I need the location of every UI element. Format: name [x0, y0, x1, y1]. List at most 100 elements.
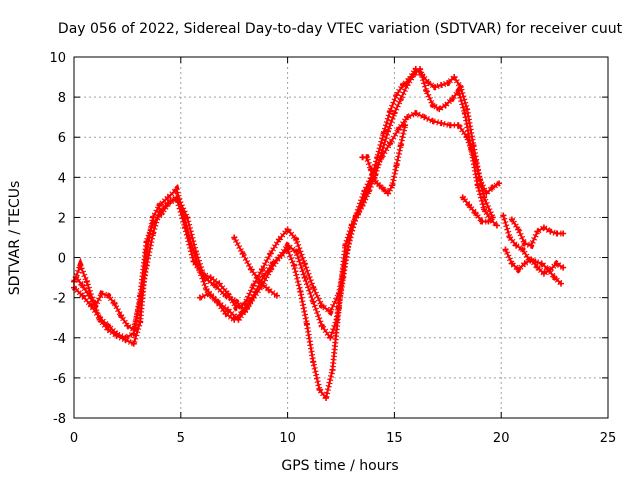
chart-title: Day 056 of 2022, Sidereal Day-to-day VTE… [58, 21, 623, 37]
data-point [464, 134, 471, 141]
data-point [327, 334, 334, 341]
data-point [404, 82, 411, 89]
data-point [464, 106, 471, 113]
series-trace-7 [459, 194, 492, 225]
data-point [297, 288, 304, 295]
data-point [461, 110, 468, 117]
data-point [85, 292, 92, 299]
data-point [248, 296, 255, 303]
data-point [387, 140, 394, 147]
data-point [111, 300, 118, 307]
data-point [384, 190, 391, 197]
data-point [551, 274, 558, 281]
data-point [547, 266, 554, 273]
data-point [560, 230, 567, 237]
y-tick-label: -8 [53, 412, 66, 427]
x-tick-label: 15 [386, 431, 403, 446]
data-point [451, 74, 458, 81]
data-point [137, 298, 144, 305]
data-point [122, 334, 129, 341]
data-point [410, 72, 417, 79]
data-point [425, 80, 432, 87]
data-point [395, 126, 402, 133]
series-trace-6 [359, 122, 409, 199]
data-point [222, 310, 229, 317]
data-point [258, 266, 265, 273]
data-point [239, 308, 246, 315]
x-axis-label: GPS time / hours [281, 458, 398, 474]
data-point [429, 118, 436, 125]
data-point [173, 186, 180, 193]
data-point [528, 242, 535, 249]
data-point [323, 394, 330, 401]
y-tick-label: -6 [53, 372, 66, 387]
data-point [384, 128, 391, 135]
data-point [521, 260, 528, 267]
data-point [250, 282, 257, 289]
series-trace-4 [197, 290, 255, 324]
data-point [438, 120, 445, 127]
data-point [436, 106, 443, 113]
data-point [105, 292, 112, 299]
y-tick-label: 0 [58, 252, 66, 267]
data-point [301, 274, 308, 281]
data-point [344, 246, 351, 253]
x-tick-label: 25 [600, 431, 617, 446]
data-point [239, 250, 246, 257]
data-point [402, 122, 409, 129]
data-point [214, 298, 221, 305]
data-point [393, 162, 400, 169]
data-point [513, 242, 520, 249]
data-point [372, 178, 379, 185]
data-point [558, 280, 565, 287]
data-point [173, 194, 180, 201]
data-point [553, 230, 560, 237]
data-point [335, 290, 342, 297]
data-point [363, 154, 370, 161]
series-trace-5 [231, 234, 280, 299]
data-point [472, 210, 479, 217]
data-point [83, 278, 90, 285]
data-point [224, 306, 231, 313]
data-point [164, 200, 171, 207]
data-point [267, 250, 274, 257]
data-point [293, 248, 300, 255]
y-tick-label: 4 [58, 171, 66, 186]
data-point [98, 290, 105, 297]
data-point [318, 322, 325, 329]
data-point [248, 266, 255, 273]
data-point [485, 218, 492, 225]
series-line [233, 236, 278, 297]
data-point [481, 206, 488, 213]
data-point [310, 358, 317, 365]
data-point [310, 284, 317, 291]
data-point [224, 290, 231, 297]
y-tick-label: 2 [58, 211, 66, 226]
data-point [553, 260, 560, 267]
data-point [515, 226, 522, 233]
data-point [96, 314, 103, 321]
series-trace-10 [508, 216, 567, 250]
y-tick-label: 8 [58, 91, 66, 106]
data-point [293, 236, 300, 243]
tick-labels: -8 -6 -4 -2 0 2 4 6 8 10 0 5 10 15 20 25 [49, 51, 616, 446]
data-point [404, 114, 411, 121]
data-point [318, 302, 325, 309]
series-markers [500, 214, 564, 286]
data-point [199, 270, 206, 277]
y-tick-label: 10 [49, 51, 66, 66]
data-point [310, 298, 317, 305]
data-point [521, 240, 528, 247]
data-point [431, 84, 438, 91]
data-point [547, 228, 554, 235]
data-point [256, 278, 263, 285]
data-point [438, 82, 445, 89]
data-point [352, 212, 359, 219]
data-point [301, 260, 308, 267]
data-point [449, 96, 456, 103]
data-point [124, 322, 131, 329]
series-markers [73, 109, 496, 335]
data-point [79, 292, 86, 299]
x-tick-label: 20 [493, 431, 510, 446]
